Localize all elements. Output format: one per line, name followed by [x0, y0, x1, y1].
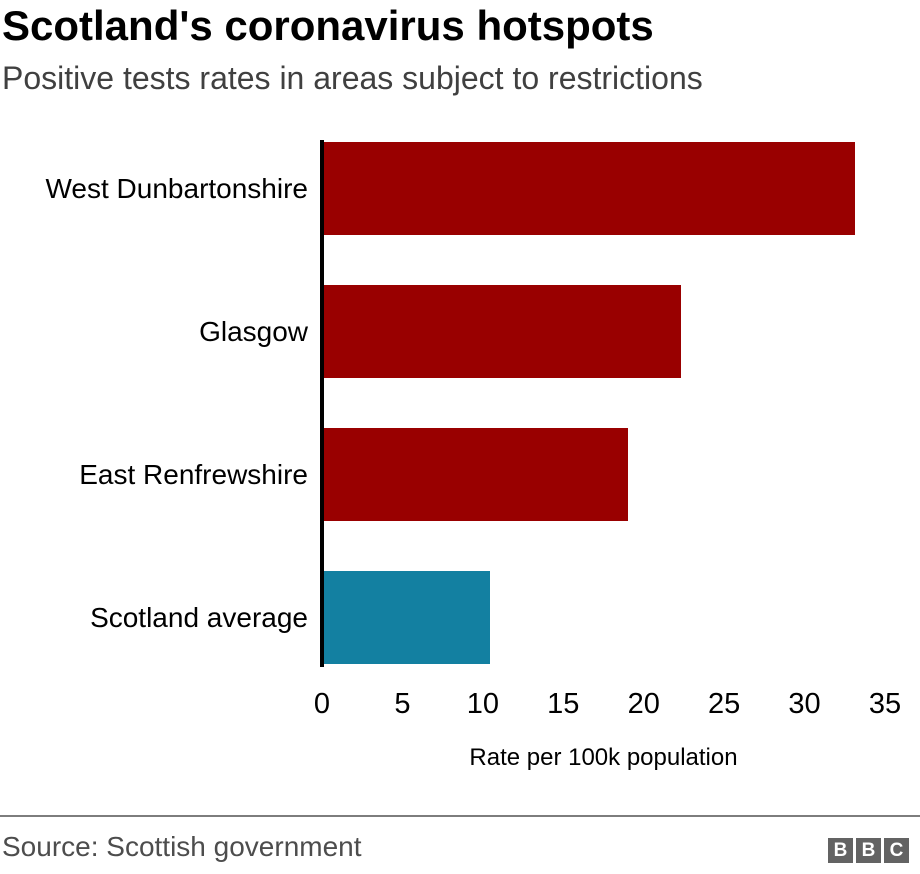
bbc-logo-block: C — [884, 838, 909, 863]
category-label: West Dunbartonshire — [45, 172, 309, 204]
x-tick-label: 5 — [394, 688, 411, 720]
chart-title: Scotland's coronavirus hotspots — [2, 2, 654, 49]
chart-subtitle: Positive tests rates in areas subject to… — [2, 60, 703, 96]
x-tick-label: 35 — [868, 688, 902, 720]
x-axis-label: Rate per 100k population — [469, 744, 738, 771]
footer-divider-line — [0, 815, 920, 817]
x-tick-label: 25 — [708, 688, 741, 720]
bbc-logo-block: B — [828, 838, 853, 863]
bar-west-dunbartonshire — [324, 142, 855, 235]
bar-glasgow — [324, 285, 681, 378]
bbc-logo-block: B — [856, 838, 881, 863]
x-tick-label: 10 — [466, 688, 499, 720]
source-attribution: Source: Scottish government — [2, 831, 362, 862]
category-label: East Renfrewshire — [79, 458, 308, 490]
x-tick-label: 15 — [547, 688, 580, 720]
category-label: Glasgow — [199, 315, 308, 347]
bar-east-renfrewshire — [324, 428, 628, 521]
x-tick-label: 30 — [788, 688, 821, 720]
bar-scotland-average — [324, 571, 490, 664]
y-axis-line — [320, 140, 324, 667]
x-tick-label: 0 — [313, 688, 331, 720]
x-tick-label: 20 — [627, 688, 660, 720]
category-label: Scotland average — [90, 601, 308, 633]
